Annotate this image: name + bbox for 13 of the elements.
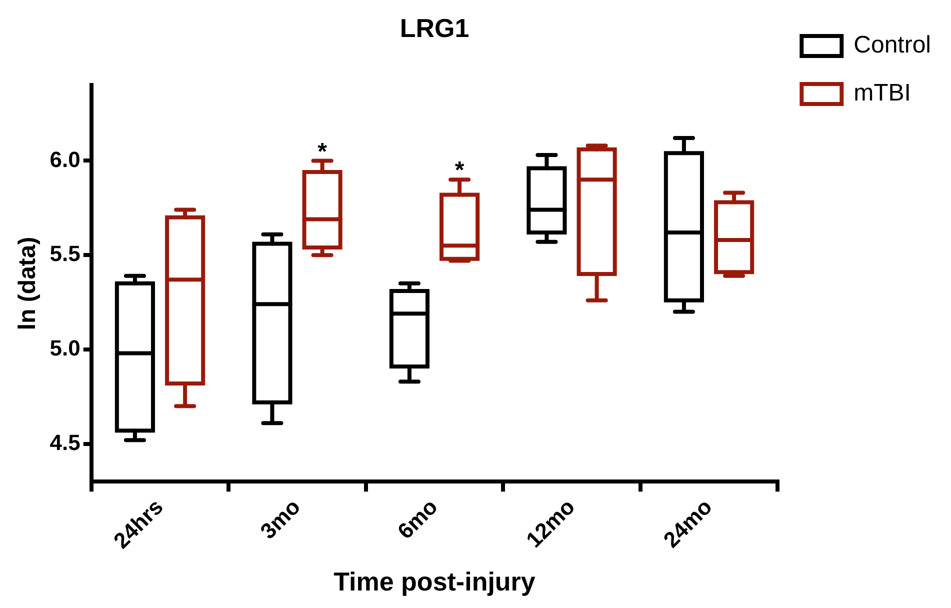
- y-axis-title: ln (data): [14, 236, 42, 330]
- annotation: *: [318, 138, 328, 166]
- y-tick-label: 5.5: [50, 241, 80, 266]
- legend-label: mTBI: [854, 80, 911, 107]
- annotation: *: [454, 157, 465, 184]
- x-tick-label: 3mo: [255, 494, 306, 544]
- y-tick-label: 4.5: [50, 430, 80, 455]
- y-tick-label: 6.0: [50, 146, 80, 172]
- x-axis-title: Time post-injury: [334, 566, 536, 597]
- legend-label: Control: [854, 32, 932, 59]
- x-tick-label: 6mo: [392, 494, 442, 544]
- y-tick-label: 5.0: [50, 336, 80, 361]
- chart-title: LRG1: [400, 12, 470, 43]
